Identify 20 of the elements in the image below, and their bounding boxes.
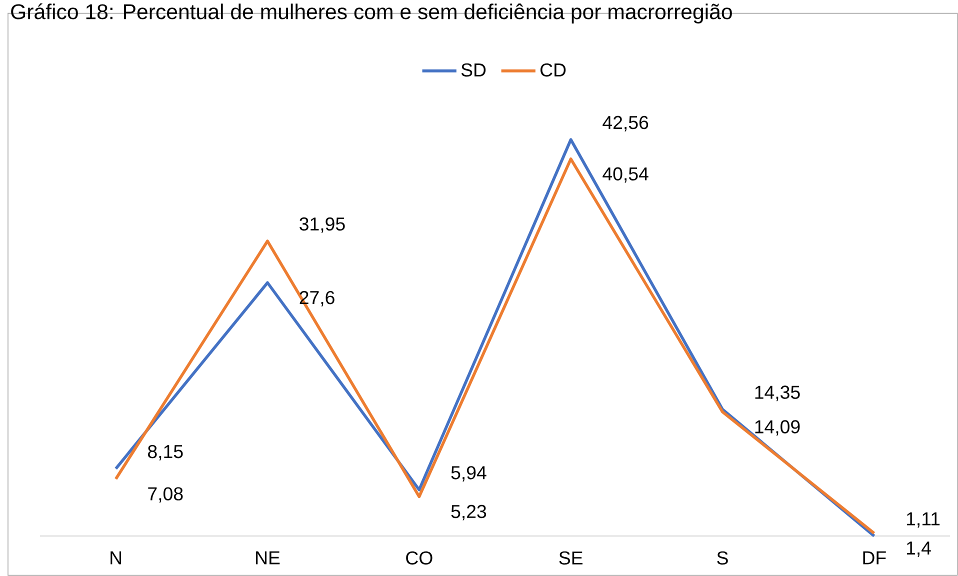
- data-label: 14,09: [755, 420, 800, 436]
- data-label: 7,08: [148, 487, 183, 503]
- data-label: 42,56: [602, 116, 648, 132]
- x-tick-label: S: [717, 551, 728, 565]
- data-label: 14,35: [755, 386, 800, 402]
- x-tick-label: N: [110, 551, 122, 564]
- x-tick-label: SE: [559, 551, 582, 565]
- data-label: 1,4: [906, 542, 931, 557]
- legend-label: SD: [461, 63, 486, 77]
- data-label: 8,15: [148, 444, 183, 460]
- data-label: 5,23: [451, 504, 486, 520]
- data-label: 40,54: [602, 167, 648, 183]
- chart-title: Gráfico 18: Percentual de mulheres com e sem deficiência por macrorregião: [11, 3, 732, 24]
- data-label: 5,94: [451, 466, 486, 482]
- x-tick-label: NE: [256, 551, 280, 564]
- data-label: 1,11: [906, 512, 940, 528]
- x-tick-label: CO: [406, 551, 432, 565]
- legend-label: CD: [540, 63, 566, 77]
- data-label: 31,95: [300, 217, 345, 233]
- x-tick-label: DF: [863, 551, 886, 564]
